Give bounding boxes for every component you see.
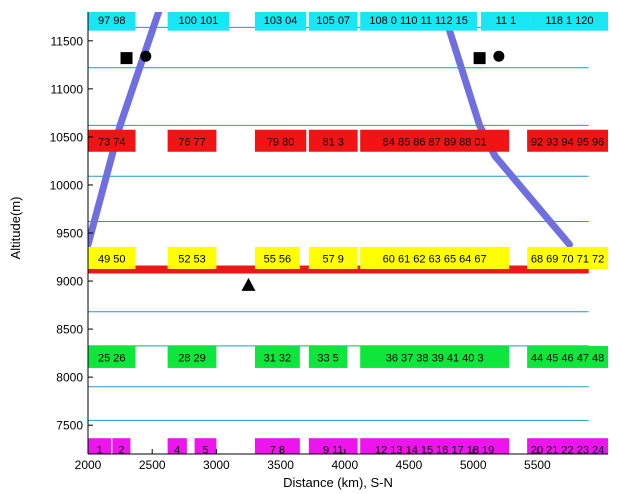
flight-track [88,12,163,249]
label-box-text: 103 04 [264,15,298,27]
label-box [360,246,510,269]
label-box [194,438,217,454]
x-tick-label: 3500 [267,458,294,472]
label-box-text: 57 9 [323,253,344,265]
label-box-text: 79 80 [267,136,295,148]
x-tick-label: 2500 [139,458,166,472]
plot-area: 97 98 100 101 103 04 105 07 108 0 110 11 112… [88,12,608,457]
x-tick-label: 4000 [331,458,358,472]
x-axis-label: Distance (km), S-N [283,475,393,490]
label-box-text: 36 37 38 39 41 40 3 [386,352,484,364]
label-box-text: 9 11 [323,445,344,457]
label-box [360,12,478,31]
label-box [167,438,187,454]
label-box [530,12,608,31]
x-tick-label: 5500 [524,458,551,472]
label-box [527,129,608,152]
label-box [308,438,358,454]
label-box [88,12,136,31]
label-box-text: 100 101 [179,15,219,27]
x-tick-label: 5000 [460,458,487,472]
label-box [88,345,136,368]
label-box-text: 31 32 [264,352,292,364]
label-box-text: 49 50 [98,253,126,265]
y-tick-label: 9500 [56,227,83,241]
label-box-text: 2 [118,445,124,457]
label-box-text: 7 8 [270,445,285,457]
label-box-text: 55 56 [264,253,292,265]
label-box [360,345,510,368]
label-box-text: 84 85 86 87 89 88 01 [383,136,487,148]
label-box-text: 12 13 14 15 16 17 18 19 [375,445,494,457]
y-tick-label: 10000 [50,178,84,192]
label-box [88,438,112,454]
label-box [308,246,358,269]
label-box-text: 44 45 46 47 48 [531,352,604,364]
label-box [360,129,510,152]
label-box-text: 97 98 [98,15,126,27]
y-tick-label: 11000 [51,82,84,96]
label-box [527,438,608,454]
label-box-text: 52 53 [178,253,206,265]
label-box [254,12,307,31]
label-box-text: 4 [174,445,180,457]
label-box-text: 81 3 [323,136,344,148]
label-box-text: 92 93 94 95 96 [531,136,604,148]
label-box [167,12,230,31]
red-band [88,265,589,274]
y-tick-label: 9000 [56,275,83,289]
label-box-text: 105 07 [316,15,350,27]
label-box [88,246,136,269]
x-tick-label: 3000 [203,458,230,472]
x-tick-label: 2000 [75,458,102,472]
y-tick-label: 8500 [56,323,83,337]
y-tick-label: 8000 [56,371,83,385]
label-box-text: 25 26 [98,352,126,364]
x-tick-label: 4500 [396,458,423,472]
label-box [360,438,510,454]
y-axis-label: Altitude(m) [8,197,23,260]
label-box-text: 20 21 22 23 24 [531,445,604,457]
label-box-text: 60 61 62 63 65 64 67 [383,253,487,265]
label-box [254,345,300,368]
label-box [254,129,307,152]
label-box [308,12,358,31]
label-box-text: 33 5 [317,352,338,364]
square-marker [120,52,133,65]
label-box-text: 76 77 [178,136,206,148]
y-tick-label: 7500 [56,419,83,433]
label-box [308,129,358,152]
triangle-marker [241,277,256,291]
y-tick-label: 10500 [50,130,84,144]
label-box-text: 5 [202,445,208,457]
label-box [254,438,300,454]
flight-track [440,12,573,249]
label-box-text: 11 1 [496,15,517,27]
label-box [167,345,217,368]
circle-marker [493,50,505,62]
label-box [112,438,131,454]
circle-marker [140,50,152,62]
label-box [308,345,348,368]
label-box [527,345,608,368]
label-box [527,246,608,269]
label-box-text: 28 29 [178,352,206,364]
label-box [480,12,531,31]
label-box-text: 68 69 70 71 72 [531,253,604,265]
label-box-text: 118 1 120 [545,15,593,27]
label-box [167,129,217,152]
y-tick-label: 11500 [51,34,84,48]
label-box [254,246,300,269]
square-marker [473,52,486,65]
label-box [167,246,217,269]
label-box-text: 1 [96,445,102,457]
label-box-text: 108 0 110 11 112 15 [369,15,467,27]
label-box [88,129,136,152]
label-box-text: 73 74 [98,136,126,148]
